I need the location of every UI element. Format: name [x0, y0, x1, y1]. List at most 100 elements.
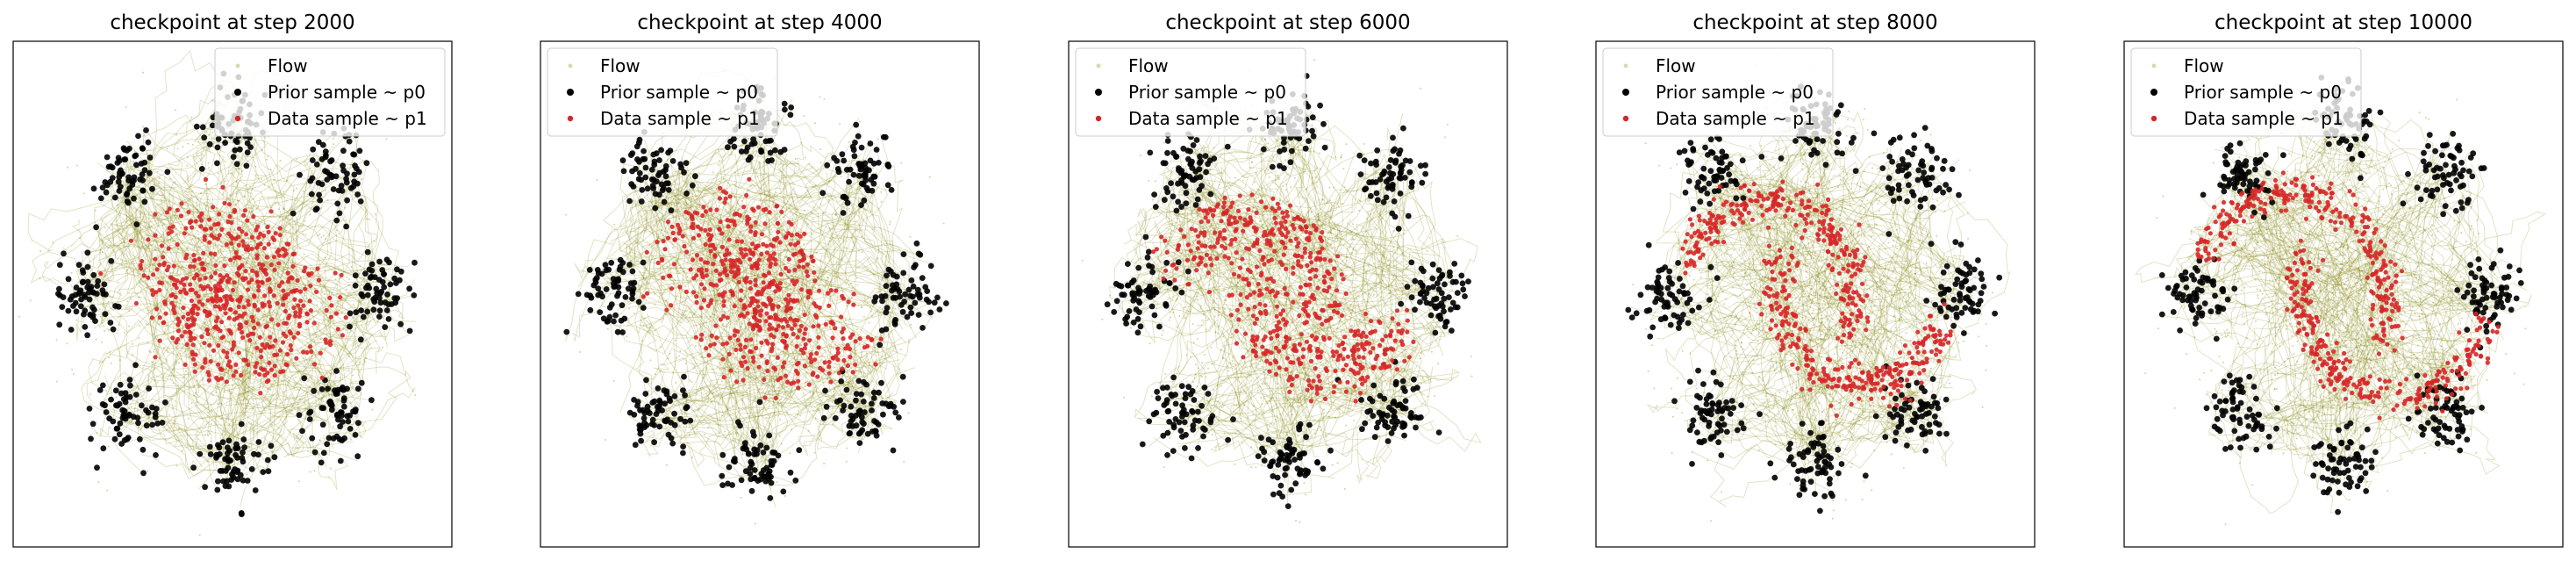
- flow-point: [131, 436, 133, 439]
- flow-point: [711, 270, 713, 273]
- flow-point: [755, 270, 757, 273]
- prior-point: [680, 443, 686, 450]
- flow-path: [786, 234, 920, 298]
- flow-point: [181, 450, 183, 452]
- prior-point: [858, 391, 864, 398]
- data-point: [802, 331, 807, 336]
- data-point: [758, 313, 763, 318]
- data-point: [193, 219, 198, 224]
- flow-point: [784, 256, 787, 259]
- flow-point: [322, 234, 325, 237]
- flow-point: [724, 368, 726, 370]
- flow-point: [782, 369, 784, 371]
- flow-point: [66, 342, 68, 345]
- flow-path: [628, 388, 784, 425]
- flow-point: [1277, 214, 1279, 217]
- flow-point: [1349, 315, 1351, 318]
- data-point: [253, 364, 258, 370]
- flow-point: [855, 370, 858, 372]
- flow-path: [637, 358, 888, 409]
- flow-point: [1266, 256, 1269, 258]
- flow-path: [1209, 198, 1298, 483]
- flow-point: [760, 345, 762, 348]
- flow-point: [252, 212, 254, 215]
- flow-point: [263, 222, 266, 225]
- flow-path: [641, 188, 740, 447]
- flow-point: [718, 201, 720, 204]
- prior-point: [747, 154, 754, 161]
- flow-point: [187, 417, 190, 420]
- data-point: [268, 367, 275, 372]
- data-point: [691, 276, 697, 281]
- prior-point: [853, 121, 860, 128]
- flow-point: [565, 213, 568, 216]
- flow-point: [850, 297, 853, 299]
- flow-path: [197, 208, 241, 481]
- flow-path: [649, 173, 756, 373]
- prior-point: [907, 304, 914, 311]
- data-point: [291, 289, 297, 294]
- data-point: [196, 306, 201, 311]
- flow-path: [75, 210, 147, 342]
- flow-path: [1201, 179, 1462, 286]
- prior-point: [851, 153, 858, 160]
- data-point: [248, 331, 254, 336]
- prior-point: [658, 147, 664, 154]
- flow-point: [696, 256, 698, 259]
- flow-point: [728, 342, 731, 345]
- flow-point: [140, 291, 142, 293]
- prior-point: [640, 305, 647, 311]
- data-point: [324, 340, 329, 345]
- flow-point: [873, 347, 876, 349]
- data-point: [808, 352, 814, 357]
- flow-point: [207, 434, 210, 436]
- flow-point: [299, 248, 302, 250]
- data-point: [338, 295, 343, 300]
- prior-point: [630, 183, 637, 190]
- data-point: [757, 327, 763, 332]
- flow-point: [154, 380, 156, 383]
- prior-point: [741, 440, 748, 446]
- prior-point: [90, 271, 97, 278]
- prior-point: [95, 277, 102, 284]
- data-point: [185, 325, 190, 330]
- flow-path: [733, 165, 866, 348]
- flow-point: [218, 383, 220, 385]
- flow-point: [1273, 320, 1275, 323]
- flow-point: [250, 298, 253, 300]
- data-point: [207, 217, 212, 222]
- data-point: [212, 222, 218, 227]
- flow-path: [326, 346, 373, 401]
- flow-point: [769, 290, 772, 292]
- data-point: [780, 325, 786, 330]
- prior-point: [846, 422, 853, 429]
- prior-point: [233, 161, 240, 168]
- flow-point: [309, 471, 311, 473]
- flow-point: [684, 218, 687, 220]
- flow-point: [247, 256, 250, 259]
- data-point: [762, 377, 767, 382]
- flow-point: [1277, 174, 1279, 176]
- data-point: [327, 342, 333, 348]
- data-point: [292, 297, 297, 302]
- data-point: [183, 255, 189, 261]
- flow-point: [846, 357, 848, 360]
- data-point: [714, 335, 719, 341]
- flow-point: [167, 351, 169, 354]
- flow-point: [295, 240, 297, 242]
- flow-path: [644, 389, 806, 444]
- flow-path: [741, 105, 805, 176]
- data-point: [163, 311, 168, 316]
- flow-point: [178, 362, 181, 364]
- data-point: [735, 337, 741, 342]
- flow-point: [107, 300, 110, 303]
- data-point: [213, 263, 218, 268]
- prior-point: [884, 305, 891, 311]
- flow-point: [294, 245, 296, 248]
- flow-path: [863, 166, 897, 330]
- flow-point: [268, 441, 271, 443]
- flow-point: [659, 255, 662, 257]
- prior-point: [822, 387, 828, 394]
- flow-path: [1329, 279, 1416, 306]
- flow-point: [198, 270, 201, 271]
